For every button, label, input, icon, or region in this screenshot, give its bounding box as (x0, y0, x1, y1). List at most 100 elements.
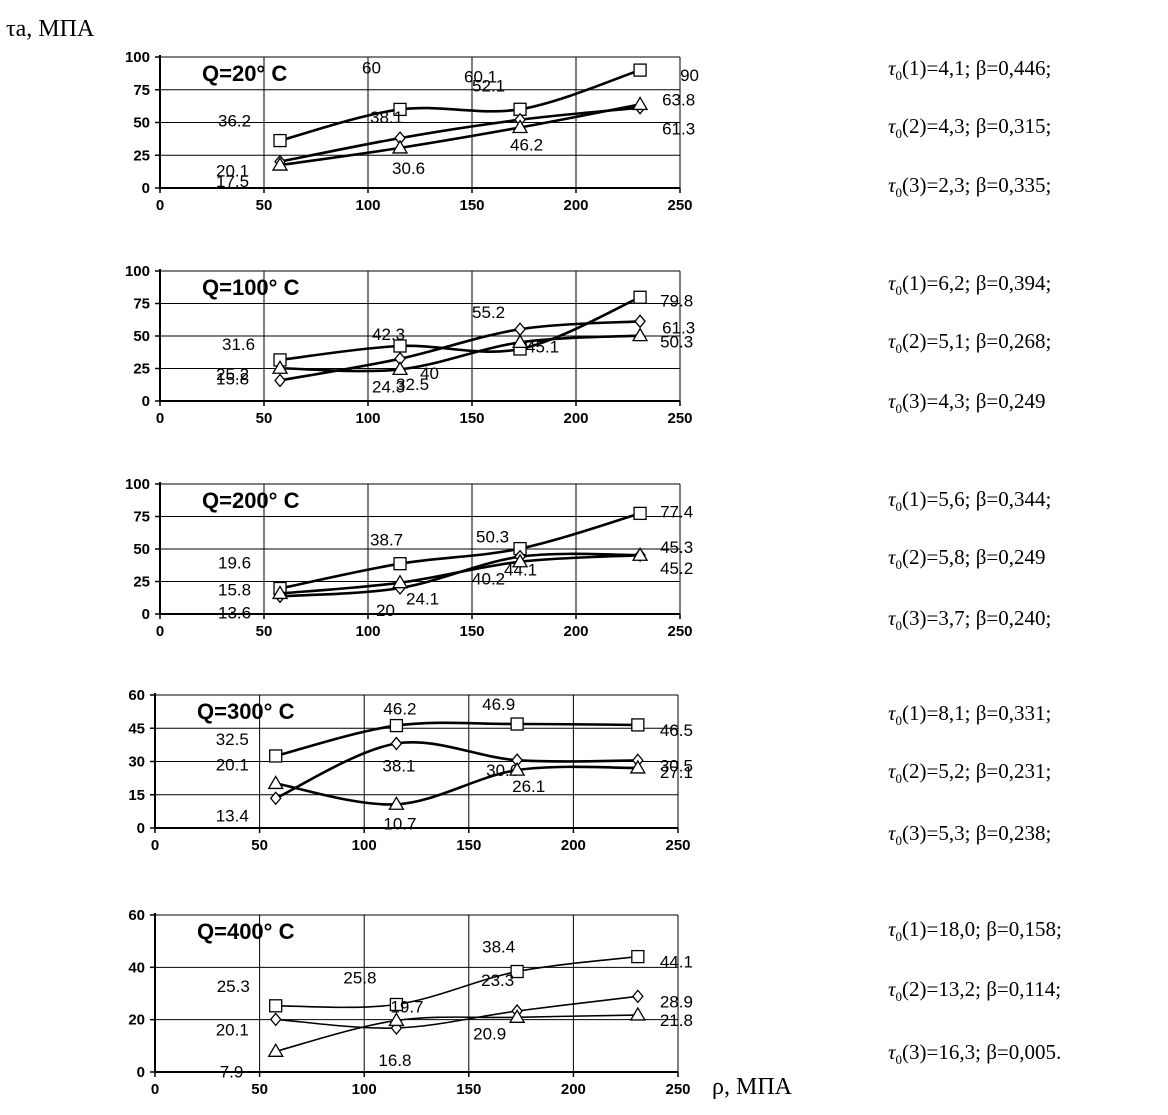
data-label: 46.2 (510, 135, 543, 154)
data-label: 40.2 (472, 570, 505, 589)
y-tick-label: 50 (133, 541, 150, 558)
triangle-marker (508, 1009, 526, 1023)
square-marker (273, 133, 287, 148)
triangle-marker (267, 1043, 284, 1057)
triangle-marker (511, 119, 529, 134)
y-tick-label: 15 (128, 787, 145, 804)
x-tick-label: 100 (355, 410, 380, 427)
y-axis-title: τa, МПА (6, 16, 95, 42)
x-tick-label: 0 (151, 837, 159, 854)
data-label: 15.8 (216, 369, 249, 388)
triangle-marker (271, 156, 289, 171)
data-label: 45.2 (660, 559, 693, 578)
data-label: 26.1 (512, 777, 545, 796)
param-label: τ0(3)=3,7; β=0,240; (888, 606, 1051, 633)
y-tick-label: 0 (142, 180, 150, 197)
x-tick-label: 100 (352, 1081, 377, 1098)
triangle-marker (629, 759, 646, 774)
square-marker (633, 506, 647, 521)
square-marker (631, 949, 645, 964)
y-tick-label: 0 (142, 606, 150, 623)
y-tick-label: 100 (125, 263, 150, 280)
square-marker (269, 999, 283, 1013)
data-label: 50.3 (476, 528, 509, 547)
data-label: 45.1 (526, 337, 559, 356)
series-line (275, 721, 638, 758)
param-label: τ0(2)=13,2; β=0,114; (888, 977, 1061, 1004)
y-tick-label: 20 (128, 1012, 145, 1029)
triangle-marker (391, 361, 409, 376)
series-line (275, 955, 638, 1009)
x-tick-label: 250 (665, 837, 690, 854)
triangle-marker (631, 546, 649, 561)
data-label: 27.1 (660, 763, 693, 782)
data-label: 19.6 (218, 554, 251, 573)
x-tick-label: 250 (667, 623, 692, 640)
param-label: τ0(1)=6,2; β=0,394; (888, 271, 1051, 298)
square-marker (510, 964, 524, 979)
x-axis-title: ρ, МПА (712, 1074, 793, 1100)
triangle-marker (508, 761, 526, 776)
series-line (275, 765, 638, 806)
square-marker (510, 717, 524, 731)
data-label: 23.3 (481, 971, 514, 990)
x-tick-label: 150 (456, 1081, 481, 1098)
x-tick-label: 250 (665, 1081, 690, 1098)
data-label: 28.9 (660, 992, 693, 1011)
series-line (279, 320, 641, 382)
data-label: 38.1 (370, 108, 403, 127)
square-marker (389, 997, 404, 1012)
x-tick-label: 200 (561, 1081, 586, 1098)
series-line (275, 995, 638, 1029)
x-tick-label: 0 (156, 410, 164, 427)
series-line (279, 512, 641, 590)
chart-panel: 0 20 40 60 0 50 100 150 200 250 Q=400° C 25.3 25.8 38… (128, 907, 1062, 1098)
data-label: 90 (680, 66, 699, 85)
data-label: 31.6 (222, 335, 255, 354)
square-marker (393, 102, 407, 117)
triangle-marker (511, 553, 529, 568)
y-tick-label: 100 (125, 49, 150, 66)
diamond-marker (390, 736, 403, 751)
x-tick-label: 100 (355, 197, 380, 214)
x-tick-label: 50 (256, 623, 273, 640)
x-tick-label: 150 (459, 410, 484, 427)
y-tick-label: 40 (128, 959, 145, 976)
diamond-marker (274, 373, 286, 388)
triangle-marker (388, 795, 405, 810)
param-label: τ0(3)=16,3; β=0,005. (888, 1040, 1061, 1067)
diamond-marker (514, 322, 526, 337)
data-label: 38.4 (482, 938, 515, 957)
param-label: τ0(1)=18,0; β=0,158; (888, 917, 1062, 944)
x-tick-label: 150 (456, 837, 481, 854)
y-tick-label: 25 (133, 574, 150, 591)
triangle-marker (511, 334, 529, 349)
data-label: 30.6 (392, 159, 425, 178)
data-label: 42.3 (372, 325, 405, 344)
data-label: 77.4 (660, 502, 693, 521)
series-line (280, 334, 641, 373)
param-label: τ0(2)=5,8; β=0,249 (888, 545, 1045, 572)
data-label: 52.1 (472, 77, 505, 96)
param-label: τ0(3)=5,3; β=0,238; (888, 821, 1051, 848)
data-label: 15.8 (218, 580, 251, 599)
data-label: 44.1 (660, 953, 693, 972)
diamond-marker (269, 791, 282, 806)
y-tick-label: 0 (137, 1064, 145, 1081)
data-label: 36.2 (218, 112, 251, 131)
data-label: 16.8 (378, 1051, 411, 1070)
data-label: 60.1 (464, 67, 497, 86)
param-label: τ0(2)=4,3; β=0,315; (888, 114, 1051, 141)
panel-title: Q=200° C (202, 488, 300, 513)
x-tick-label: 0 (156, 197, 164, 214)
y-tick-label: 100 (125, 476, 150, 493)
param-label: τ0(2)=5,2; β=0,231; (888, 759, 1051, 786)
x-tick-label: 50 (251, 837, 268, 854)
param-label: τ0(1)=8,1; β=0,331; (888, 701, 1051, 728)
param-label: τ0(1)=4,1; β=0,446; (888, 56, 1051, 83)
x-tick-label: 50 (256, 410, 273, 427)
data-label: 20.1 (216, 755, 249, 774)
panel-title: Q=20° C (202, 61, 287, 86)
param-label: τ0(2)=5,1; β=0,268; (888, 329, 1051, 356)
